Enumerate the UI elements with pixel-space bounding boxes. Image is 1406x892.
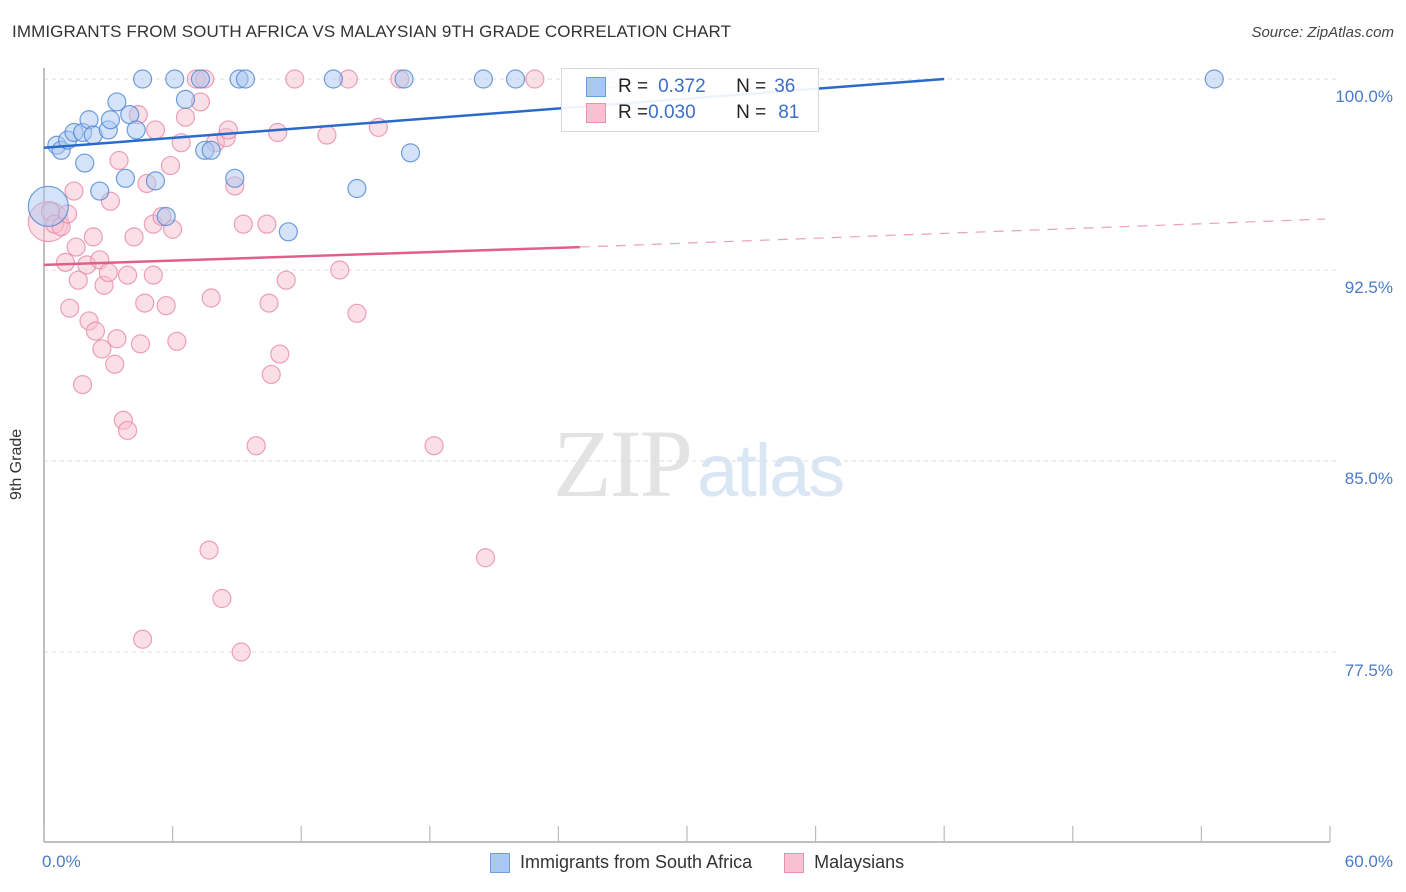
y-tick-85: 85.0% <box>1344 469 1393 488</box>
y-axis-label: 9th Grade <box>8 428 25 500</box>
legend-row-south-africa: R = 0.372 N = 36 <box>586 75 795 99</box>
watermark: ZIPatlas <box>553 408 845 519</box>
pink-swatch-icon <box>784 852 805 873</box>
r-label: R = <box>618 76 649 97</box>
watermark-zip: ZIP <box>553 410 693 517</box>
r-label: R = <box>618 102 649 123</box>
legend-label: Immigrants from South Africa <box>520 852 753 872</box>
n-label: N = <box>736 102 767 123</box>
r-value: 0.372 <box>658 76 706 97</box>
series-legend: Immigrants from South Africa Malaysians <box>490 852 936 873</box>
n-value: 36 <box>774 76 796 97</box>
stats-legend: R = 0.372 N = 36 R = 0.030 N = 81 <box>561 68 819 132</box>
blue-swatch-icon <box>490 852 510 873</box>
x-axis-min-label: 0.0% <box>42 852 81 871</box>
legend-item-malaysians[interactable]: Malaysians <box>784 852 904 873</box>
malaysians-points <box>27 69 545 662</box>
legend-row-malaysians: R = 0.030 N = 81 <box>586 101 799 125</box>
south-africa-points <box>27 69 1224 242</box>
y-tick-100: 100.0% <box>1335 87 1393 106</box>
source-label: Source: ZipAtlas.com <box>1251 24 1394 41</box>
r-value: 0.030 <box>648 102 696 123</box>
chart-title: IMMIGRANTS FROM SOUTH AFRICA VS MALAYSIA… <box>12 22 732 41</box>
n-value: 81 <box>778 102 800 123</box>
legend-item-south-africa[interactable]: Immigrants from South Africa <box>490 852 752 873</box>
watermark-atlas: atlas <box>697 429 845 512</box>
y-tick-92-5: 92.5% <box>1344 278 1393 297</box>
legend-label: Malaysians <box>814 852 905 872</box>
y-tick-77-5: 77.5% <box>1344 661 1393 680</box>
x-axis-max-label: 60.0% <box>1344 852 1393 871</box>
gridlines <box>44 78 1340 653</box>
blue-swatch-icon <box>586 77 606 97</box>
n-label: N = <box>736 76 767 97</box>
pink-swatch-icon <box>586 103 606 123</box>
